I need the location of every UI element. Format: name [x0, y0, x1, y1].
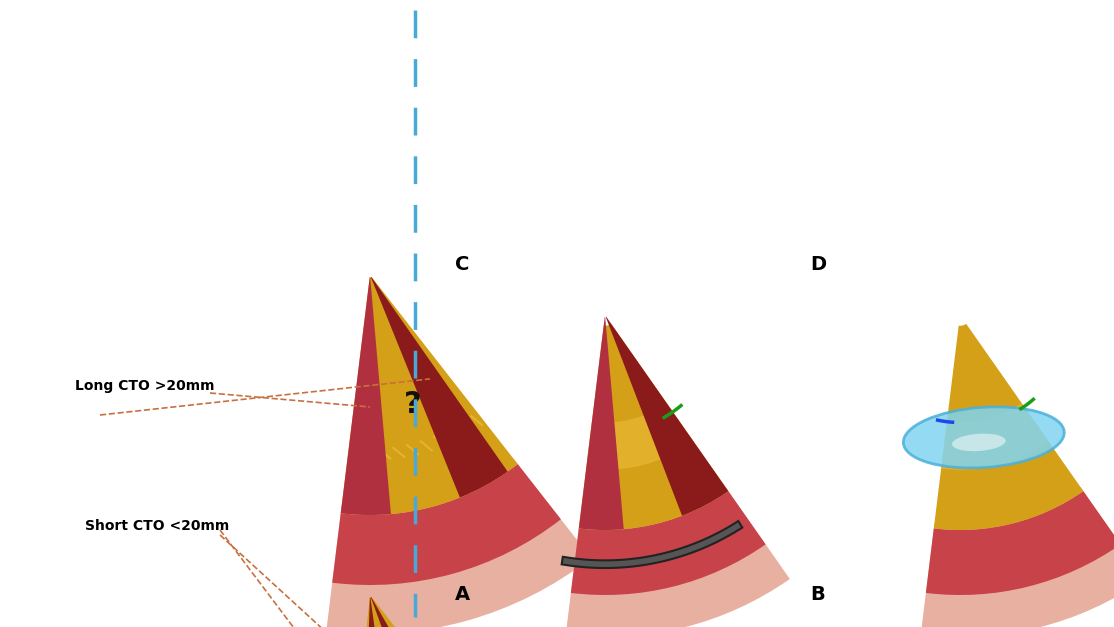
Wedge shape [926, 491, 1114, 595]
Wedge shape [362, 598, 403, 627]
Wedge shape [326, 458, 592, 627]
Text: C: C [455, 255, 469, 274]
Wedge shape [332, 464, 560, 585]
Text: B: B [810, 585, 824, 604]
Wedge shape [921, 487, 1114, 627]
Text: ?: ? [403, 391, 421, 419]
Wedge shape [579, 324, 729, 530]
Wedge shape [566, 487, 790, 627]
Wedge shape [341, 277, 391, 515]
Wedge shape [371, 277, 508, 497]
Ellipse shape [903, 407, 1064, 468]
Text: D: D [810, 255, 827, 274]
Text: A: A [455, 585, 470, 604]
Wedge shape [586, 403, 694, 470]
Wedge shape [570, 491, 765, 595]
Wedge shape [934, 324, 1083, 530]
Wedge shape [371, 597, 490, 627]
Text: Long CTO >20mm: Long CTO >20mm [75, 379, 215, 393]
Text: Short CTO <20mm: Short CTO <20mm [85, 519, 229, 533]
Ellipse shape [952, 434, 1006, 451]
Wedge shape [941, 403, 1048, 470]
Wedge shape [579, 317, 624, 530]
Wedge shape [345, 597, 518, 627]
Wedge shape [606, 317, 729, 516]
Wedge shape [341, 277, 518, 515]
